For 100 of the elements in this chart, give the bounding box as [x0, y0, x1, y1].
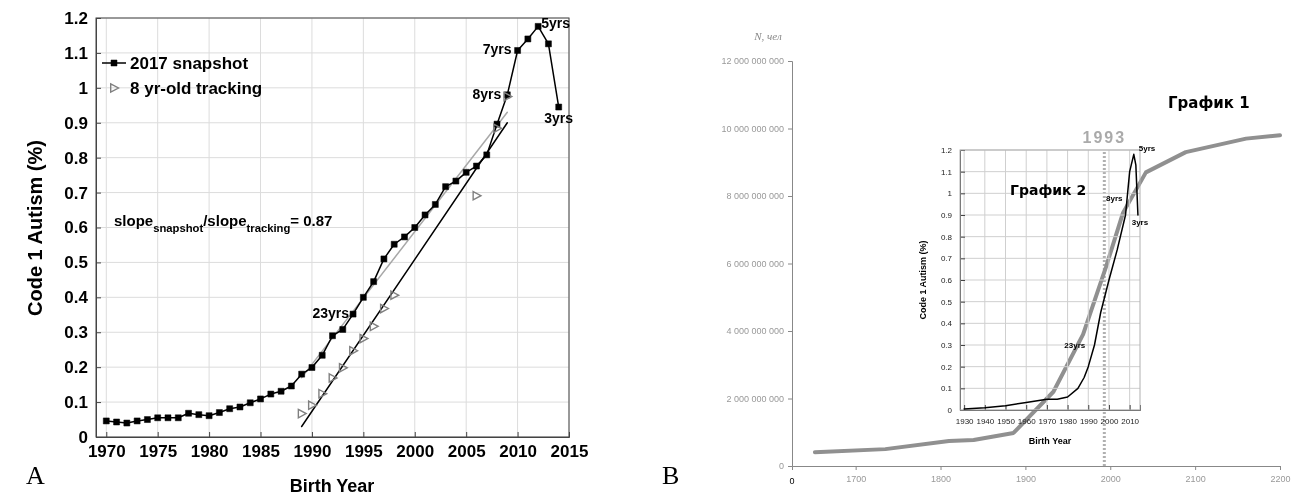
point — [113, 418, 120, 426]
y-tick-label: 0.8 — [64, 148, 88, 168]
point — [339, 326, 347, 333]
y-tick-label: 0.8 — [940, 232, 953, 242]
y-tick-label: 0.7 — [940, 254, 953, 264]
x-tick-label: 1985 — [242, 442, 280, 462]
y-tick-label: 0.9 — [940, 211, 953, 221]
x-tick-label: 2010 — [499, 442, 537, 462]
text: B — [662, 461, 680, 490]
x-tick-label: 1990 — [1079, 416, 1099, 426]
ref-line-label: 1993 — [1082, 129, 1127, 146]
annotation: 23yrs — [312, 305, 350, 322]
y-tick-label: 0.4 — [940, 319, 953, 329]
x-tick-label: 1980 — [190, 442, 229, 462]
point — [442, 183, 449, 190]
point — [297, 408, 307, 419]
y-tick-label: 0.6 — [940, 276, 953, 286]
y-tick-label: 0.2 — [940, 362, 953, 372]
x-tick-label: 1700 — [846, 474, 867, 485]
y-axis-title: N, чел — [753, 30, 782, 42]
point — [195, 411, 203, 418]
y-tick-label: 10 000 000 000 — [721, 123, 784, 134]
point — [307, 400, 318, 411]
y-tick-label: 8 000 000 000 — [726, 191, 784, 202]
point — [514, 47, 521, 54]
point — [205, 412, 213, 419]
point — [545, 40, 552, 48]
y-tick-label: 0 — [778, 461, 784, 472]
point — [349, 310, 357, 318]
point — [164, 414, 172, 422]
point — [216, 409, 223, 416]
x-tick-label: 1990 — [293, 442, 332, 462]
point — [370, 278, 377, 285]
annotation: График 1 — [1168, 94, 1250, 112]
point — [267, 390, 275, 398]
annotation: 5yrs — [541, 15, 571, 32]
point — [277, 388, 285, 395]
x-tick-label: 2200 — [1270, 474, 1291, 485]
legend-label: 2017 snapshot — [130, 54, 249, 73]
point — [462, 169, 470, 176]
y-tick-label: 6 000 000 000 — [726, 258, 784, 269]
point — [411, 224, 419, 231]
line-series — [812, 133, 1282, 455]
point — [390, 290, 400, 301]
point — [493, 123, 503, 134]
point — [452, 177, 460, 185]
point — [359, 333, 369, 344]
x-tick-label: 1980 — [1059, 416, 1078, 426]
point — [226, 405, 233, 412]
point — [401, 233, 408, 241]
x-tick-label: 2100 — [1185, 474, 1206, 485]
point — [154, 414, 161, 422]
annotation: 8yrs — [472, 85, 502, 102]
x-tick-label: 1940 — [976, 416, 995, 426]
point — [390, 241, 398, 248]
annotation: График 2 — [1010, 182, 1087, 198]
x-tick-label: 1970 — [87, 442, 126, 462]
y-tick-label: 12 000 000 000 — [721, 56, 784, 67]
y-tick-label: 0.1 — [940, 384, 953, 394]
text: 0 — [789, 476, 795, 486]
y-tick-label: 0.6 — [64, 218, 88, 238]
legend-label: 8 yr-old tracking — [130, 79, 263, 98]
annotation: 7yrs — [482, 41, 512, 58]
point — [380, 255, 388, 263]
point — [421, 211, 429, 219]
point — [144, 416, 151, 423]
y-tick-label: 0.9 — [64, 113, 88, 133]
y-tick-label: 1 — [947, 189, 953, 199]
point — [379, 303, 390, 314]
y-tick-label: 1.1 — [940, 167, 953, 177]
point — [472, 190, 482, 201]
point — [288, 382, 295, 390]
y-tick-label: 1.1 — [64, 43, 88, 63]
y-tick-label: 0 — [78, 427, 88, 447]
x-tick-label: 2000 — [1100, 416, 1119, 426]
point — [432, 201, 439, 208]
text: A — [26, 461, 45, 490]
x-tick-label: 1930 — [955, 416, 975, 426]
point — [534, 23, 542, 30]
x-tick-label: 1800 — [931, 474, 952, 485]
point — [473, 162, 480, 170]
y-tick-label: 0.4 — [64, 288, 89, 308]
point — [329, 332, 336, 339]
y-tick-label: 0.5 — [940, 297, 953, 307]
point — [236, 403, 244, 411]
y-tick-label: 0 — [947, 406, 953, 416]
point — [123, 419, 131, 427]
y-tick-label: 4 000 000 000 — [726, 326, 784, 337]
annotation: 3yrs — [1131, 218, 1149, 227]
annotation: 8yrs — [1106, 193, 1124, 203]
y-tick-label: 0.2 — [64, 358, 88, 378]
point — [308, 364, 316, 371]
point — [257, 395, 264, 403]
y-tick-label: 1 — [78, 78, 88, 98]
point — [175, 414, 182, 422]
point — [555, 103, 562, 111]
x-tick-label: 1950 — [997, 416, 1016, 426]
point — [318, 388, 328, 399]
x-axis-title: Birth Year — [289, 476, 375, 496]
x-tick-label: 2005 — [447, 442, 486, 462]
